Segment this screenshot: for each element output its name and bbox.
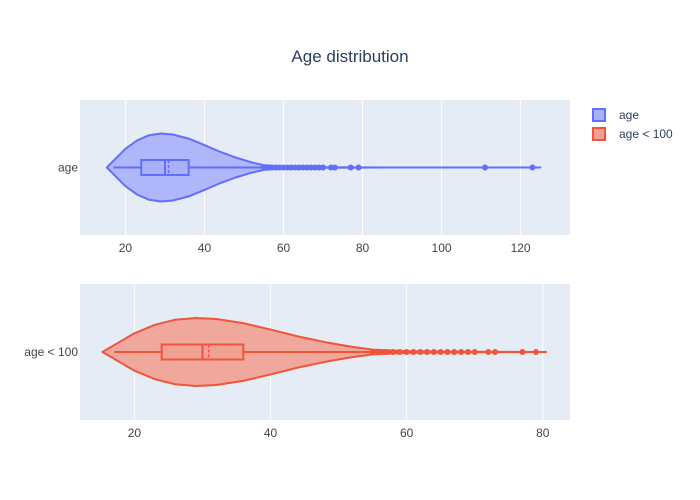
panel-2: 20 40 60 80 age < 100 [24, 284, 570, 440]
x-tick-label: 80 [356, 241, 370, 255]
outlier-point[interactable] [492, 349, 499, 355]
outlier-point[interactable] [485, 349, 492, 355]
outlier-point[interactable] [430, 349, 437, 355]
chart-title: Age distribution [291, 47, 408, 66]
x-tick-label: 80 [536, 426, 550, 440]
outlier-point[interactable] [331, 164, 338, 171]
chart-panels: 20 40 60 80 100 120 age 20 40 60 80 age < 100 [24, 100, 570, 440]
panel-1: 20 40 60 80 100 120 age [58, 100, 570, 255]
x-tick-label: 120 [511, 241, 531, 255]
outlier-point[interactable] [437, 349, 444, 355]
outlier-point[interactable] [424, 349, 431, 355]
x-tick-label: 40 [198, 241, 212, 255]
x-tick-label: 20 [119, 241, 133, 255]
outlier-point[interactable] [458, 349, 465, 355]
outlier-point[interactable] [471, 349, 478, 355]
x-tick-label: 20 [128, 426, 142, 440]
legend-swatch [592, 127, 606, 141]
x-tick-label: 40 [264, 426, 278, 440]
outlier-point[interactable] [532, 349, 539, 355]
y-category-label: age < 100 [24, 345, 78, 359]
legend-item[interactable]: age < 100 [592, 127, 673, 141]
outlier-point[interactable] [369, 349, 376, 355]
outlier-point[interactable] [444, 349, 451, 355]
outlier-point[interactable] [410, 349, 417, 355]
outlier-point[interactable] [403, 349, 410, 355]
outlier-point[interactable] [519, 349, 526, 355]
outlier-point[interactable] [383, 349, 390, 355]
outlier-point[interactable] [529, 164, 536, 171]
legend-swatch [592, 108, 606, 122]
outlier-point[interactable] [390, 349, 397, 355]
legend-label: age < 100 [619, 127, 673, 141]
outlier-point[interactable] [355, 164, 362, 171]
legend-item[interactable]: age [592, 108, 639, 122]
x-tick-label: 100 [432, 241, 452, 255]
outlier-point[interactable] [376, 349, 383, 355]
outlier-point[interactable] [347, 164, 354, 171]
y-category-label: age [58, 161, 78, 175]
legend[interactable]: age age < 100 [592, 108, 673, 141]
outlier-point[interactable] [417, 349, 424, 355]
outlier-point[interactable] [482, 164, 489, 171]
legend-label: age [619, 108, 639, 122]
outlier-point[interactable] [396, 349, 403, 355]
outlier-point[interactable] [320, 164, 327, 171]
x-tick-label: 60 [277, 241, 291, 255]
outlier-point[interactable] [464, 349, 471, 355]
x-tick-label: 60 [400, 426, 414, 440]
outlier-point[interactable] [451, 349, 458, 355]
